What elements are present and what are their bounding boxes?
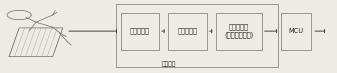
Text: 电荷放大器: 电荷放大器 [130,28,150,34]
Text: 低通滤波器: 低通滤波器 [178,28,197,34]
Bar [168,12,207,50]
Bar [117,4,278,67]
Text: MCU: MCU [288,28,304,34]
Bar [216,12,262,50]
Text: 电压放大器
(自动增益调节): 电压放大器 (自动增益调节) [224,24,254,38]
Bar [281,12,311,50]
Bar [121,12,159,50]
Text: 模拟前端: 模拟前端 [161,61,176,67]
